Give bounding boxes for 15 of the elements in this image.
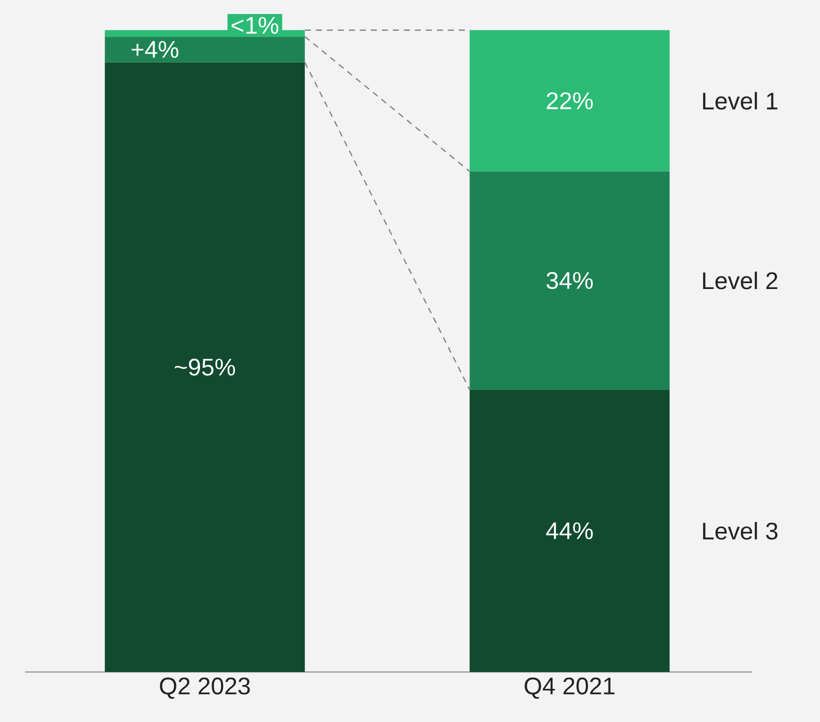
data-label: <1%	[232, 16, 278, 34]
data-label: +4%	[132, 41, 178, 58]
x-tick-label: Q2 2023	[160, 678, 250, 699]
series-label: Level 3	[703, 522, 778, 540]
bar	[470, 171, 670, 390]
bar	[104, 62, 305, 672]
data-label: 22%	[546, 92, 593, 110]
series-label: Level 2	[703, 272, 778, 290]
data-label: ~95%	[174, 358, 235, 376]
bar	[470, 30, 670, 172]
x-tick-label: Q4 2021	[524, 678, 614, 699]
data-label: 34%	[546, 272, 593, 289]
bar	[470, 390, 670, 672]
series-label: Level 1	[703, 92, 778, 110]
data-label: 44%	[546, 522, 593, 540]
